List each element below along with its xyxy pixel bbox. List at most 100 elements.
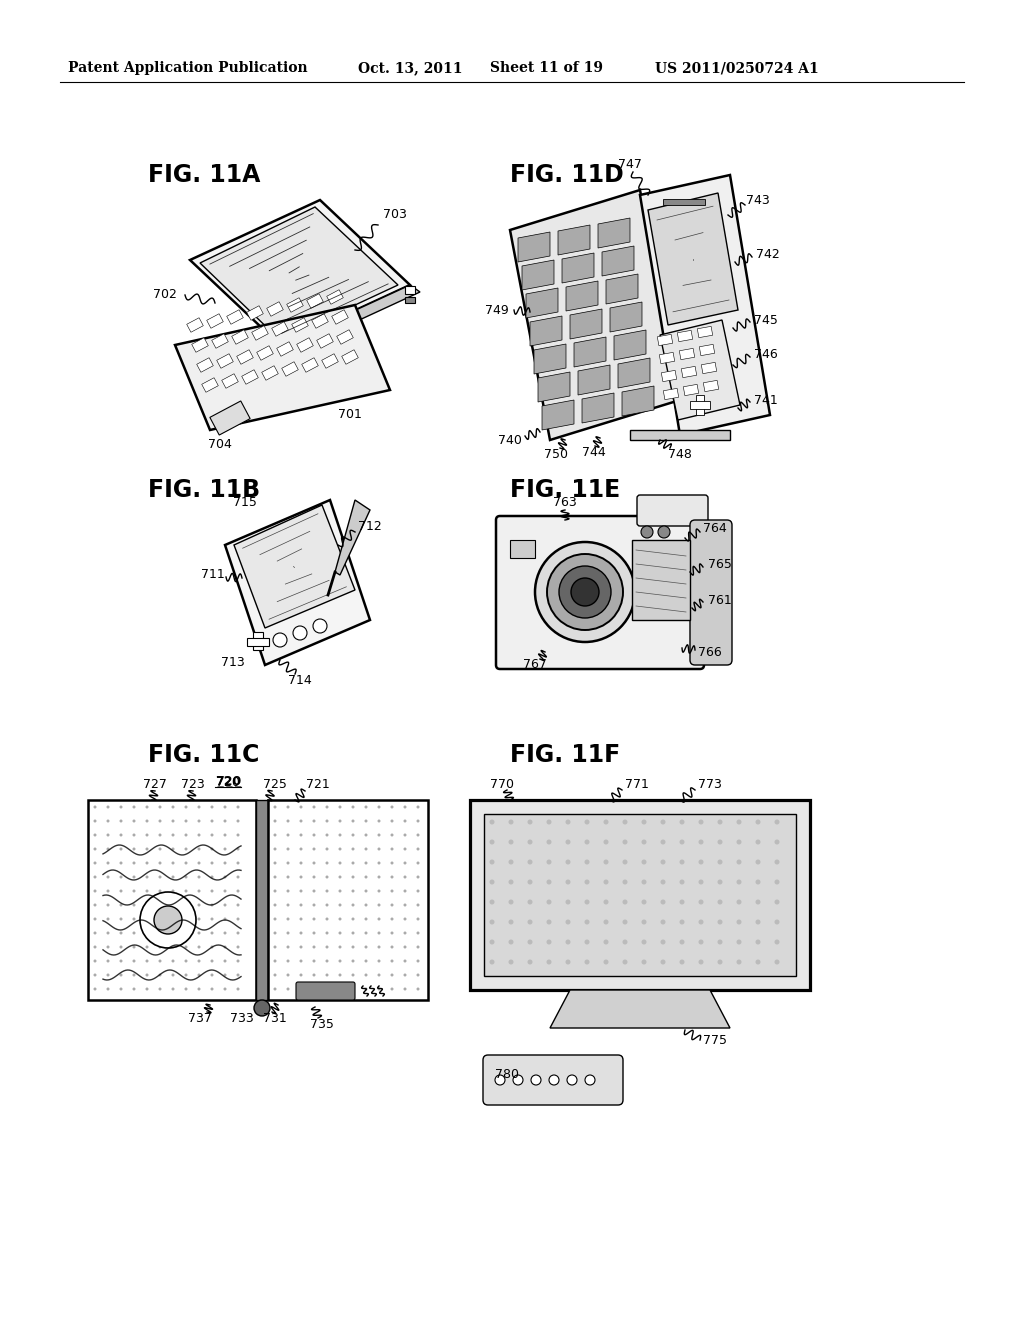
Polygon shape <box>614 330 646 360</box>
Circle shape <box>527 840 532 845</box>
Text: 764: 764 <box>703 521 727 535</box>
Circle shape <box>120 974 123 977</box>
Bar <box>256 800 268 1001</box>
Polygon shape <box>522 260 554 290</box>
Circle shape <box>211 875 213 879</box>
Circle shape <box>513 1074 523 1085</box>
FancyBboxPatch shape <box>690 520 732 665</box>
FancyBboxPatch shape <box>496 516 705 669</box>
Circle shape <box>120 960 123 962</box>
Polygon shape <box>664 388 679 400</box>
Circle shape <box>774 820 779 825</box>
Circle shape <box>417 960 420 962</box>
Circle shape <box>351 917 354 920</box>
Circle shape <box>417 932 420 935</box>
Polygon shape <box>280 285 420 352</box>
Circle shape <box>660 879 666 884</box>
Circle shape <box>547 859 552 865</box>
Circle shape <box>106 987 110 990</box>
Circle shape <box>351 987 354 990</box>
Circle shape <box>585 940 590 945</box>
Circle shape <box>326 833 329 837</box>
Circle shape <box>293 626 307 640</box>
Circle shape <box>365 903 368 907</box>
Circle shape <box>623 960 628 965</box>
Circle shape <box>774 960 779 965</box>
Circle shape <box>390 987 393 990</box>
Text: 745: 745 <box>754 314 778 326</box>
Circle shape <box>680 879 684 884</box>
Circle shape <box>774 859 779 865</box>
Circle shape <box>211 903 213 907</box>
Circle shape <box>527 820 532 825</box>
Circle shape <box>145 847 148 850</box>
Circle shape <box>287 875 290 879</box>
Polygon shape <box>222 374 239 388</box>
Circle shape <box>326 847 329 850</box>
Text: 702: 702 <box>153 289 177 301</box>
Circle shape <box>378 847 381 850</box>
Circle shape <box>417 833 420 837</box>
Circle shape <box>623 940 628 945</box>
Circle shape <box>171 917 174 920</box>
Bar <box>406 297 415 304</box>
Circle shape <box>198 805 201 808</box>
Circle shape <box>223 820 226 822</box>
Circle shape <box>299 960 302 962</box>
Circle shape <box>145 960 148 962</box>
Circle shape <box>211 820 213 822</box>
Circle shape <box>223 903 226 907</box>
Circle shape <box>365 847 368 850</box>
Circle shape <box>145 917 148 920</box>
Circle shape <box>287 833 290 837</box>
Circle shape <box>171 862 174 865</box>
Circle shape <box>378 960 381 962</box>
Circle shape <box>273 805 276 808</box>
Circle shape <box>680 920 684 924</box>
Polygon shape <box>191 338 208 352</box>
Polygon shape <box>659 352 675 363</box>
Circle shape <box>312 862 315 865</box>
Circle shape <box>509 899 513 904</box>
Circle shape <box>390 974 393 977</box>
Circle shape <box>390 847 393 850</box>
Text: 721: 721 <box>306 779 330 792</box>
Circle shape <box>159 805 162 808</box>
Polygon shape <box>660 319 740 420</box>
Circle shape <box>698 859 703 865</box>
Circle shape <box>417 820 420 822</box>
Circle shape <box>312 932 315 935</box>
Circle shape <box>623 820 628 825</box>
Polygon shape <box>530 315 562 346</box>
Circle shape <box>273 974 276 977</box>
Circle shape <box>565 940 570 945</box>
Text: 743: 743 <box>746 194 770 206</box>
Circle shape <box>171 890 174 892</box>
Circle shape <box>351 945 354 949</box>
Circle shape <box>390 833 393 837</box>
Text: 737: 737 <box>188 1011 212 1024</box>
Bar <box>690 401 710 409</box>
Circle shape <box>680 840 684 845</box>
Circle shape <box>273 847 276 850</box>
Circle shape <box>680 820 684 825</box>
Polygon shape <box>287 298 303 313</box>
Circle shape <box>93 820 96 822</box>
Circle shape <box>159 945 162 949</box>
Circle shape <box>603 879 608 884</box>
Circle shape <box>339 847 341 850</box>
Circle shape <box>378 805 381 808</box>
Circle shape <box>603 859 608 865</box>
Circle shape <box>171 847 174 850</box>
Circle shape <box>299 890 302 892</box>
Circle shape <box>312 890 315 892</box>
Text: 725: 725 <box>263 779 287 792</box>
Circle shape <box>339 974 341 977</box>
Circle shape <box>198 847 201 850</box>
Circle shape <box>237 903 240 907</box>
Circle shape <box>736 820 741 825</box>
Circle shape <box>509 920 513 924</box>
Circle shape <box>571 578 599 606</box>
Circle shape <box>211 987 213 990</box>
Circle shape <box>698 879 703 884</box>
